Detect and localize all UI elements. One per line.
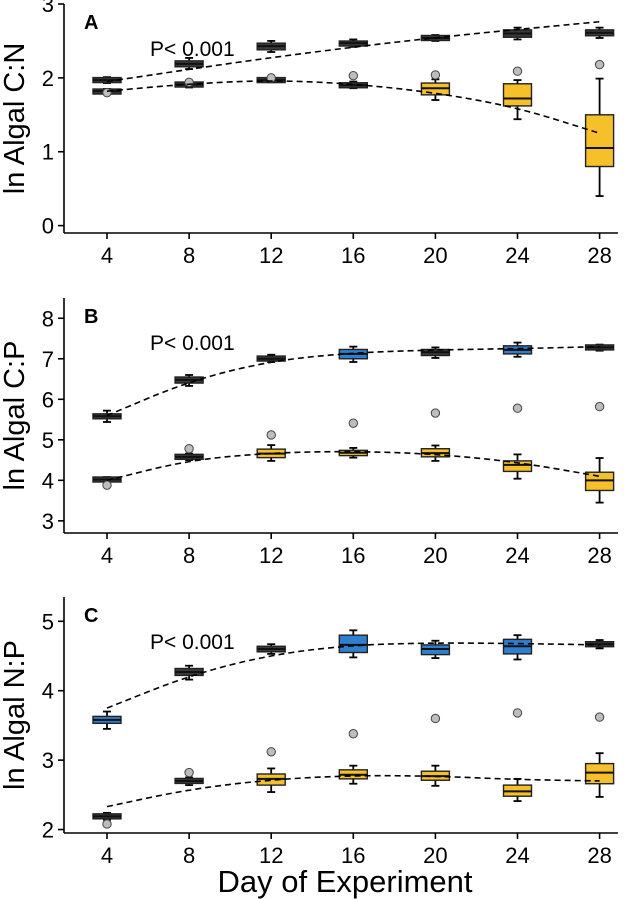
x-tick-label: 28 (587, 843, 611, 868)
y-axis-label: ln Algal C:N (0, 43, 31, 195)
x-axis-label: Day of Experiment (218, 864, 473, 899)
fitted-trend-line (106, 774, 600, 808)
y-tick-label: 3 (42, 0, 54, 17)
outlier-point (348, 418, 358, 428)
outlier-point (512, 708, 523, 718)
fitted-trend-line (106, 642, 600, 709)
p-value-annotation: P< 0.001 (150, 332, 235, 355)
outlier-point (430, 408, 441, 418)
box-day-24 (502, 83, 533, 107)
outlier-point (266, 430, 276, 440)
p-value-annotation: P< 0.001 (150, 631, 235, 654)
x-tick-label: 12 (259, 543, 283, 568)
x-tick-label: 20 (423, 243, 447, 268)
y-tick-label: 6 (42, 387, 54, 412)
x-tick-label: 16 (341, 843, 365, 868)
outlier-point (266, 747, 276, 757)
box-day-28 (584, 114, 615, 168)
x-tick-label: 24 (505, 543, 529, 568)
outlier-point (102, 819, 112, 829)
x-tick-label: 24 (505, 843, 529, 868)
panel-label: A (84, 12, 98, 34)
y-axis-label: ln Algal N:P (0, 640, 31, 790)
fitted-trend-line (106, 345, 600, 417)
outlier-point (184, 767, 194, 778)
x-tick-label: 4 (101, 843, 113, 868)
x-tick-label: 12 (259, 843, 283, 868)
outlier-point (102, 87, 112, 98)
fitted-trend-line (106, 450, 600, 482)
fitted-trend-line (106, 20, 600, 83)
outlier-point (512, 66, 523, 76)
x-tick-label: 4 (101, 543, 113, 568)
outlier-point (594, 401, 605, 412)
x-tick-label: 28 (587, 243, 611, 268)
x-tick-label: 8 (183, 843, 195, 868)
box-day-24 (502, 460, 533, 473)
y-tick-label: 4 (42, 468, 54, 493)
x-tick-label: 20 (423, 843, 447, 868)
y-tick-label: 0 (42, 214, 54, 239)
x-tick-label: 20 (423, 543, 447, 568)
outlier-point (594, 59, 605, 70)
y-tick-label: 8 (42, 306, 54, 331)
outlier-point (184, 77, 194, 88)
y-tick-label: 5 (42, 428, 54, 453)
y-tick-label: 5 (42, 609, 54, 634)
outlier-point (512, 403, 523, 413)
y-tick-label: 3 (42, 509, 54, 534)
y-axis-label: ln Algal C:P (0, 341, 31, 491)
fitted-trend-line (106, 80, 600, 135)
outlier-point (430, 70, 441, 80)
box-day-28 (584, 762, 615, 785)
y-tick-label: 4 (42, 679, 54, 704)
outlier-point (594, 712, 605, 722)
outlier-point (348, 70, 358, 81)
p-value-annotation: P< 0.001 (150, 38, 235, 61)
x-tick-label: 28 (587, 543, 611, 568)
x-tick-label: 12 (259, 243, 283, 268)
y-tick-label: 2 (42, 818, 54, 843)
outlier-point (348, 729, 358, 739)
x-tick-label: 16 (341, 243, 365, 268)
outlier-point (184, 444, 194, 454)
panel-label: C (84, 605, 98, 627)
box-day-28 (584, 471, 615, 492)
box-day-16 (338, 634, 368, 654)
y-tick-label: 3 (42, 748, 54, 773)
x-tick-label: 8 (183, 243, 195, 268)
x-tick-label: 24 (505, 243, 529, 268)
x-tick-label: 8 (183, 543, 195, 568)
outlier-point (266, 73, 276, 83)
panel-label: B (84, 306, 98, 328)
outlier-point (430, 713, 441, 724)
y-tick-label: 7 (42, 347, 54, 372)
outlier-point (102, 480, 112, 490)
y-tick-label: 1 (42, 140, 54, 165)
x-tick-label: 4 (101, 243, 113, 268)
y-tick-label: 2 (42, 66, 54, 91)
x-tick-label: 16 (341, 543, 365, 568)
